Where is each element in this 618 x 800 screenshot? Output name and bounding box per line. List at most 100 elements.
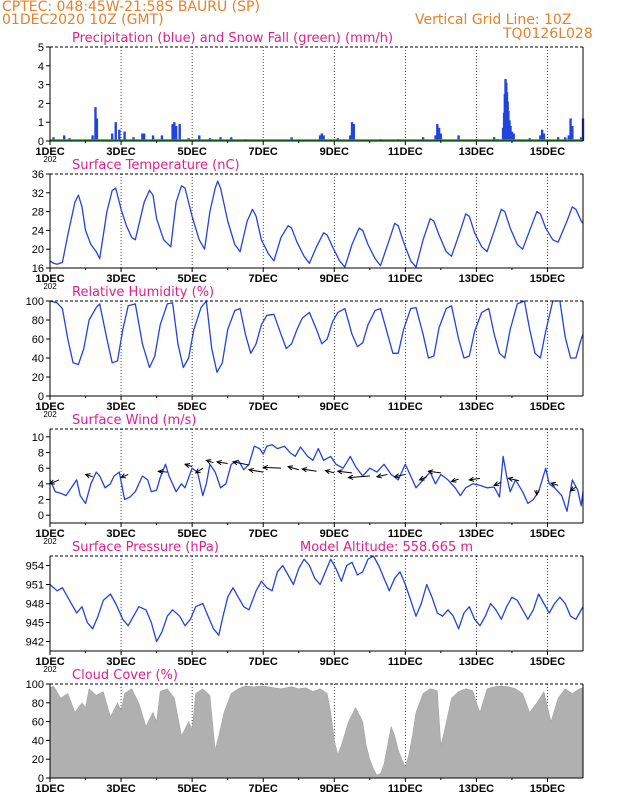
precip-bar (322, 135, 325, 141)
cloud-area (49, 685, 584, 779)
wind-vector-head (205, 459, 212, 465)
precip-ytick-label: 0 (38, 136, 44, 148)
wind-xtick-label: 9DEC (320, 528, 349, 540)
precip-bar (171, 124, 174, 141)
wind-vector-head (468, 476, 475, 482)
wind-vector (302, 468, 317, 472)
pres-xtick-label: 7DEC (249, 656, 278, 668)
temp-xtick-label: 11DEC (388, 273, 423, 285)
pres-xtick-label: 3DEC (106, 656, 135, 668)
precip-ytick-label: 4 (38, 61, 44, 73)
rh-year-label: 202 (43, 410, 57, 419)
wind-vector (428, 470, 441, 474)
wind-vector-head (247, 467, 254, 474)
precip-bar (174, 125, 178, 141)
precip-bar (457, 135, 460, 141)
rh-xtick-label: 7DEC (249, 401, 278, 413)
cloud-ytick-label: 20 (32, 754, 44, 766)
wind-vector-head (157, 469, 164, 475)
precip-xtick-label: 1DEC (35, 146, 64, 158)
wind-vector (419, 476, 427, 481)
wind-xtick-label: 5DEC (177, 528, 206, 540)
cloud-xtick-label: 5DEC (177, 783, 206, 795)
precip-xtick-label: 13DEC (459, 146, 495, 158)
precip-bar (320, 133, 324, 141)
pres-ytick-label: 945 (26, 618, 44, 630)
cloud-xtick-label: 1DEC (35, 783, 64, 795)
precip-bar (567, 135, 570, 141)
precip-xtick-label: 5DEC (177, 146, 206, 158)
wind-vector (263, 466, 281, 469)
wind-xtick-label: 1DEC (35, 528, 64, 540)
rh-xtick-label: 5DEC (177, 401, 206, 413)
temp-line (49, 180, 584, 268)
wind-xtick-label: 15DEC (530, 528, 566, 540)
precip-bar (564, 137, 567, 141)
wind-vector-head (336, 469, 343, 475)
wind-vector (394, 473, 406, 478)
wind-vector-head (286, 465, 294, 471)
wind-vector (248, 469, 264, 473)
precip-bar (510, 131, 514, 141)
temp-xtick-label: 13DEC (459, 273, 495, 285)
wind-vector (120, 473, 129, 479)
precip-bar (437, 127, 441, 141)
cloud-ytick-label: 100 (26, 679, 44, 691)
precip-bar (571, 125, 574, 141)
panel-pres: Surface Pressure (hPa) Model Altitude: 55… (26, 540, 584, 674)
precip-bar (580, 137, 583, 141)
wind-vector-head (324, 469, 331, 475)
wind-vector (348, 475, 370, 479)
precip-bar (141, 133, 144, 141)
wind-vector-head (194, 468, 201, 474)
rh-ytick-label: 40 (32, 353, 44, 365)
wind-vector-head (84, 473, 91, 479)
precip-ytick-label: 3 (38, 80, 44, 92)
wind-vector-head (120, 473, 127, 479)
precip-bar (91, 135, 94, 141)
wind-vector (325, 470, 335, 474)
cloud-ytick-label: 60 (32, 717, 44, 729)
precip-ytick-label: 1 (38, 117, 44, 129)
panel-temp: Surface Temperature (nC) 16 20 24 28 32 36 1DEC… (32, 158, 584, 291)
rh-ytick-label: 100 (26, 296, 44, 308)
wind-vector (85, 473, 93, 478)
precip-bar (318, 135, 322, 141)
temp-xtick-label: 3DEC (106, 273, 135, 285)
precip-bar (539, 135, 542, 141)
pres-ytick-label: 948 (26, 599, 44, 611)
temp-xtick-label: 5DEC (177, 273, 206, 285)
precip-year-label: 202 (43, 155, 57, 164)
precip-bar (95, 118, 99, 141)
wind-vector (158, 470, 168, 473)
pres-ytick-label: 954 (26, 561, 44, 573)
cloud-xtick-label: 11DEC (388, 783, 423, 795)
wind-vector (49, 479, 60, 485)
wind-vector (206, 459, 214, 464)
temp-xtick-label: 9DEC (320, 273, 349, 285)
wind-vector-head (347, 474, 354, 480)
temp-title: Surface Temperature (nC) (72, 158, 240, 173)
wind-xtick-label: 11DEC (388, 528, 423, 540)
precip-bar (110, 133, 114, 141)
wind-vector (216, 461, 228, 464)
wind-vector (376, 473, 388, 478)
wind-vector-head (507, 476, 514, 482)
precip-bar (421, 137, 425, 141)
header-grid-line: Vertical Grid Line: 10Z (415, 12, 572, 28)
wind-vector (550, 482, 559, 486)
rh-ytick-label: 60 (32, 334, 44, 346)
wind-ytick-label: 10 (32, 432, 44, 444)
pres-xtick-label: 5DEC (177, 656, 206, 668)
wind-ytick-label: 8 (38, 448, 44, 460)
rh-line (49, 300, 584, 373)
temp-year-label: 202 (43, 282, 57, 291)
rh-ytick-label: 0 (38, 391, 44, 403)
precip-bar (94, 107, 97, 141)
wind-vector-head (301, 467, 308, 473)
pres-annotation: Model Altitude: 558.665 m (300, 540, 473, 555)
wind-vector-head (549, 481, 557, 487)
wind-vector-head (493, 481, 500, 487)
rh-ytick-label: 80 (32, 315, 44, 327)
precip-bar (219, 137, 222, 141)
